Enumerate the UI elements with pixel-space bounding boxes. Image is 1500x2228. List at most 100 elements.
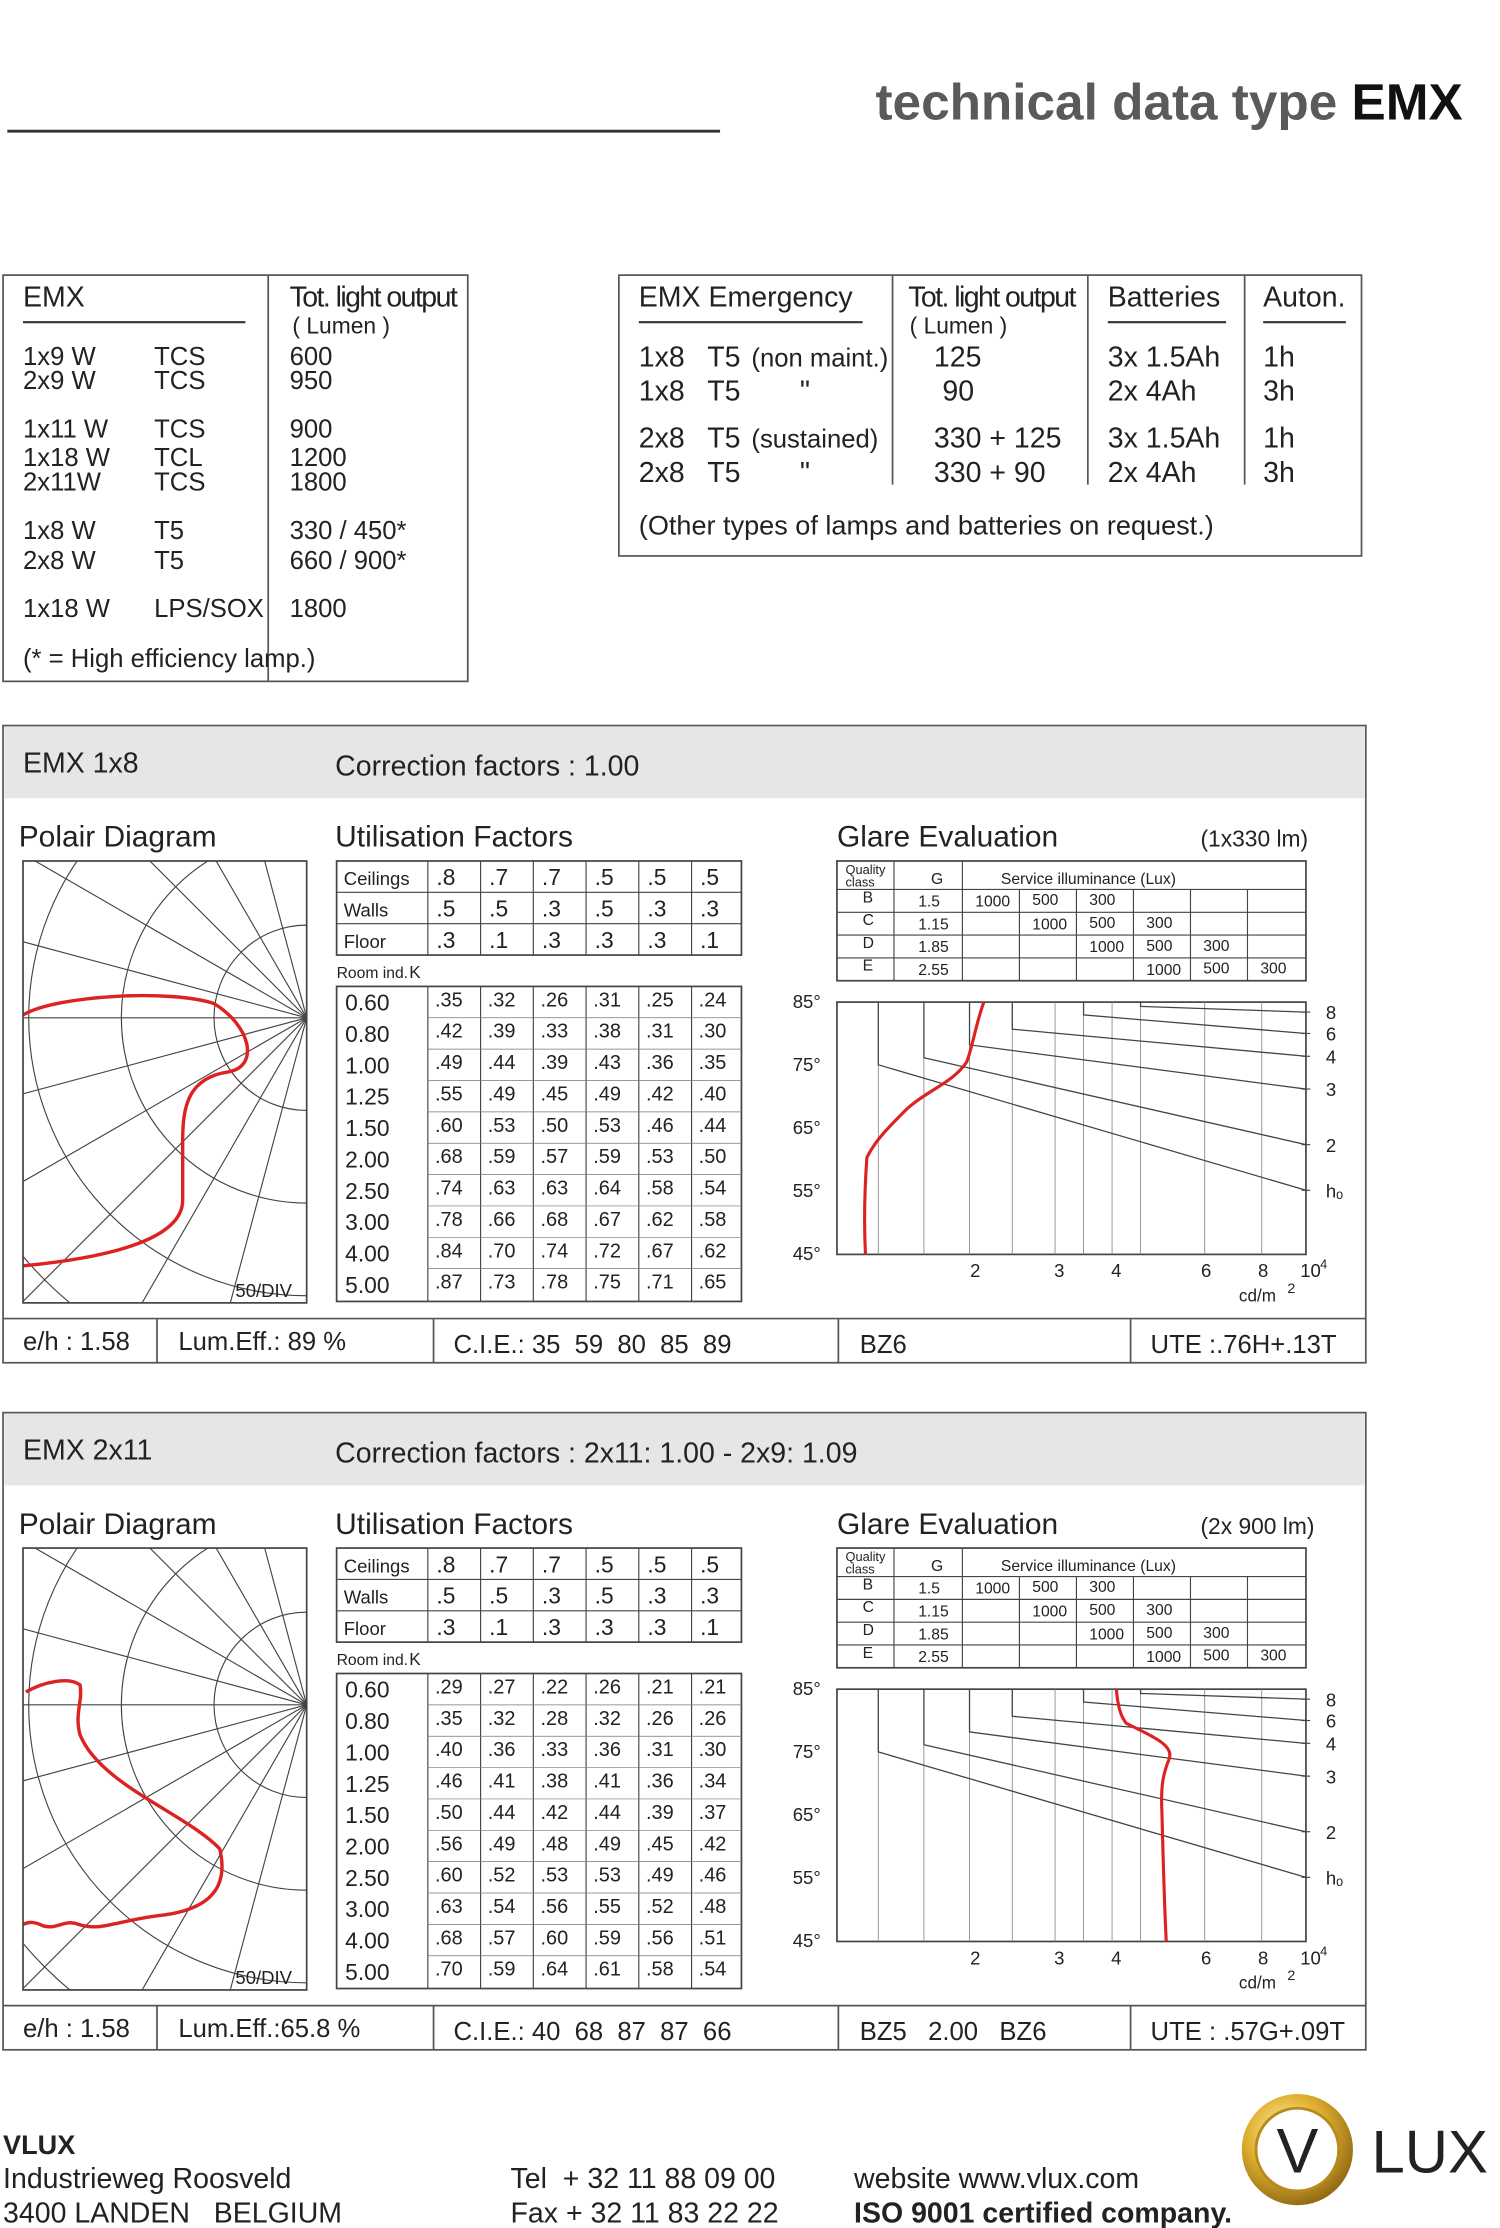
util-factor: .49 [646,1865,674,1887]
glare-chart-frame [836,1001,1307,1256]
util-factor: .44 [593,1802,621,1824]
util-factor: .54 [699,1178,727,1200]
reflectance-value: .1 [700,1614,719,1640]
polar-radial [23,1704,307,1782]
util-factor: .46 [646,1115,674,1137]
ute: UTE : .57G+.09T [1151,2018,1346,2046]
reflectance-value: .3 [542,1583,561,1609]
k-label: K [409,1650,421,1669]
section-title: EMX 2x11 [23,1435,152,1467]
util-factor: .38 [540,1771,568,1793]
subtitle: Glare Evaluation [837,1508,1058,1541]
util-factor: .62 [646,1209,674,1231]
util-factor: .63 [435,1896,463,1918]
room-index: 1.25 [345,1084,389,1110]
room-index: 3.00 [345,1896,389,1922]
g-label: G [931,871,943,888]
util-factor: .53 [488,1115,516,1137]
luminance-label: 6 [1201,1260,1211,1281]
luminance-label: 8 [1258,1260,1268,1281]
util-factor: .55 [593,1896,621,1918]
polar-frame [22,1547,308,1991]
util-factor: .59 [593,1146,621,1168]
column-header: EMX [23,281,85,313]
illuminance: 1000 [975,894,1010,911]
reflectance-value: .3 [436,1614,455,1640]
util-factor: .74 [435,1178,463,1200]
lamp-type: TCS [154,343,205,371]
note: (Other types of lamps and batteries on r… [639,510,1214,541]
ratio-label: 4 [1326,1733,1336,1754]
reflectance-value: .3 [542,1614,561,1640]
lamp-watt: 2x8 W [23,547,96,575]
util-factor: .37 [699,1802,727,1824]
column-unit: ( Lumen ) [292,313,390,339]
util-factor: .42 [699,1833,727,1855]
illuminance: 300 [1146,915,1172,932]
reflectance-value: .5 [595,1551,614,1577]
util-factor: .32 [593,1708,621,1730]
util-factor: .26 [646,1708,674,1730]
reflectance-value: .5 [436,1583,455,1609]
util-factor: .56 [435,1833,463,1855]
reflectance-value: .1 [489,1614,508,1640]
quality-label: Quality [846,862,886,877]
polar-frame [22,860,308,1304]
util-factor: .44 [699,1115,727,1137]
batteries: 3x 1.5Ah [1108,423,1221,455]
reflectance-value: .7 [542,1551,561,1577]
util-factor: .44 [488,1052,516,1074]
util-factor: .78 [540,1272,568,1294]
g-value: 2.55 [918,962,949,979]
util-factor: .52 [646,1896,674,1918]
bz: BZ6 [860,1331,907,1359]
polar-radial [23,941,307,1019]
util-factor: .57 [488,1927,516,1949]
reflectance-value: .3 [542,927,561,953]
util-factor: .60 [435,1115,463,1137]
util-factor: .60 [540,1927,568,1949]
util-factor: .72 [593,1240,621,1262]
util-factor: .33 [540,1021,568,1043]
util-factor: .42 [435,1021,463,1043]
correction-factors: Correction factors : 2x11: 1.00 - 2x9: 1… [335,1438,857,1470]
polar-radial [141,1017,307,1303]
util-factor: .31 [646,1021,674,1043]
util-factor: .70 [488,1240,516,1262]
polar-radial [23,1704,307,1990]
reflectance-value: .3 [647,896,666,922]
room-index: 1.50 [345,1802,389,1828]
lamp-watt: 2x9 W [23,367,96,395]
quality-class: C [863,912,874,929]
ratio-label: 2 [1326,1135,1336,1156]
output: 125 [934,341,982,373]
subtitle: Utilisation Factors [335,1508,573,1541]
util-factor: .66 [488,1209,516,1231]
angle-label: 55° [793,1180,821,1201]
util-factor: .31 [646,1739,674,1761]
reflectance-value: .5 [489,1583,508,1609]
util-factor: .48 [540,1833,568,1855]
util-factor: .22 [540,1676,568,1698]
section-header-band [4,726,1365,799]
glare-limit-line [968,1002,1307,1090]
lamp-lumen: 1200 [290,444,347,472]
autonomy: 1h [1263,341,1295,373]
util-factor: .21 [699,1676,727,1698]
glare-limit-line [1139,1002,1306,1013]
util-factor: .59 [488,1959,516,1981]
room-index: 2.00 [345,1834,389,1860]
illuminance: 1000 [1146,1649,1181,1666]
company-name: VLUX [3,2129,75,2160]
angle-label: 75° [793,1054,821,1075]
polar-radial [23,1017,307,1095]
section-box [2,724,1367,1364]
room-index: 2.00 [345,1146,389,1172]
fax: Fax + 32 11 83 22 22 [511,2197,779,2228]
lamp: 2x8 [639,423,685,455]
lamp-type: T5 [154,547,184,575]
lamp-watt: 1x9 W [23,343,96,371]
illuminance: 500 [1089,915,1115,932]
column-header: Tot. light output [908,281,1076,313]
